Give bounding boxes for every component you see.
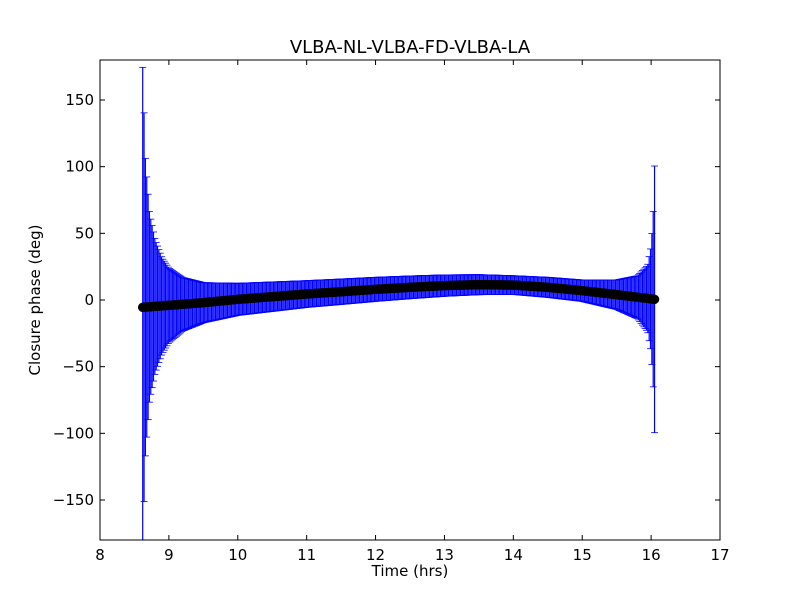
y-tick-label: 50 — [75, 224, 94, 242]
data-point — [649, 294, 660, 305]
x-axis-title: Time (hrs) — [371, 562, 449, 580]
x-tick-label: 12 — [366, 546, 385, 564]
data-points-group — [137, 279, 660, 313]
y-axis-title: Closure phase (deg) — [26, 225, 44, 376]
x-tick-label: 16 — [642, 546, 661, 564]
error-bars-group — [139, 66, 659, 540]
x-tick-label: 13 — [435, 546, 454, 564]
y-tick-label: 150 — [65, 91, 94, 109]
y-tick-label: −100 — [53, 424, 94, 442]
y-tick-label: 100 — [65, 158, 94, 176]
x-tick-label: 11 — [297, 546, 316, 564]
x-tick-label: 14 — [504, 546, 523, 564]
x-tick-label: 15 — [573, 546, 592, 564]
x-tick-label: 17 — [710, 546, 729, 564]
y-tick-label: −150 — [53, 491, 94, 509]
x-tick-label: 8 — [95, 546, 105, 564]
x-tick-label: 9 — [164, 546, 174, 564]
chart-title: VLBA-NL-VLBA-FD-VLBA-LA — [290, 37, 531, 58]
axis-ticks-group: 8 9 10 11 12 13 14 15 16 17 −150 −100 −50 0 50 100 150 — [53, 60, 730, 564]
y-tick-label: −50 — [62, 358, 94, 376]
y-tick-label: 0 — [84, 291, 94, 309]
x-tick-label: 10 — [228, 546, 247, 564]
